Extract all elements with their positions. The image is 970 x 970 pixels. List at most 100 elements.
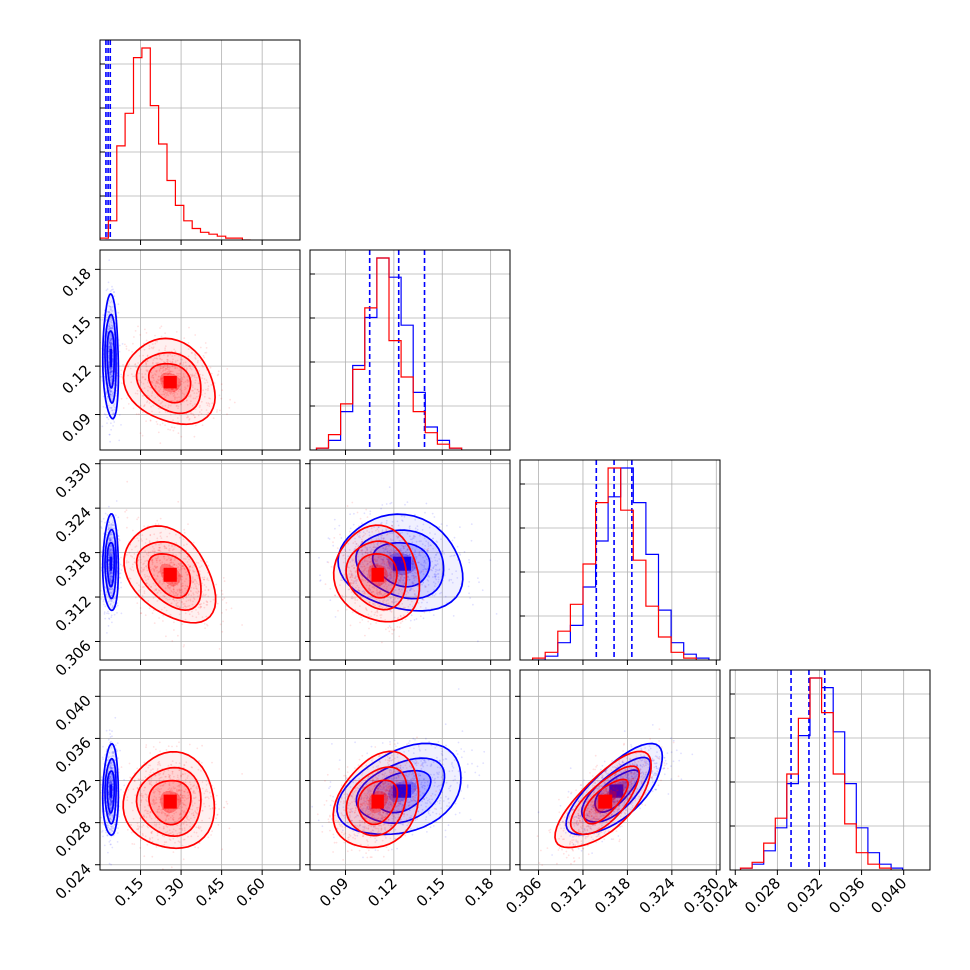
scatter-point: [176, 385, 179, 387]
scatter-point: [125, 397, 128, 400]
scatter-point: [182, 597, 185, 600]
scatter-point: [141, 375, 144, 378]
contour-line: [147, 553, 192, 599]
scatter-point: [142, 569, 145, 572]
scatter-point: [110, 594, 112, 597]
scatter-point: [112, 349, 115, 351]
scatter-point: [206, 577, 209, 580]
scatter-point: [156, 569, 158, 572]
scatter-point: [110, 523, 113, 525]
scatter-point: [112, 521, 114, 524]
scatter-point: [194, 353, 196, 356]
scatter-point: [169, 559, 172, 562]
scatter-point: [381, 504, 384, 506]
y-tick-label: 0.12: [58, 361, 94, 397]
contour-line: [106, 330, 116, 389]
scatter-point: [440, 523, 443, 525]
scatter-point: [204, 382, 207, 384]
scatter-point: [383, 550, 385, 552]
scatter-point: [111, 327, 114, 330]
scatter-point: [385, 522, 388, 524]
scatter-point: [183, 580, 186, 583]
scatter-point: [172, 373, 175, 376]
scatter-point: [111, 326, 114, 328]
scatter-point: [105, 831, 107, 834]
scatter-point: [363, 512, 366, 515]
scatter-point: [433, 516, 436, 518]
scatter-point: [370, 548, 373, 551]
scatter-point: [167, 586, 170, 589]
scatter-point: [187, 348, 190, 350]
scatter-point: [168, 532, 171, 535]
scatter-point: [136, 389, 139, 392]
scatter-point: [112, 291, 115, 294]
scatter-point: [187, 599, 190, 602]
scatter-point: [209, 366, 212, 369]
scatter-point: [160, 575, 163, 578]
scatter-point: [188, 365, 190, 368]
scatter-point: [111, 533, 113, 536]
scatter-point: [162, 390, 165, 392]
scatter-point: [469, 597, 471, 599]
scatter-point: [110, 581, 112, 584]
scatter-point: [177, 388, 179, 390]
panel-content: [100, 40, 251, 240]
scatter-point: [160, 372, 163, 374]
scatter-point: [111, 621, 113, 624]
scatter-point: [178, 381, 181, 384]
scatter-point: [380, 536, 383, 539]
scatter-point: [158, 617, 161, 619]
scatter-point: [198, 406, 201, 409]
scatter-point: [110, 338, 113, 340]
scatter-point: [135, 545, 138, 547]
scatter-point: [110, 345, 113, 347]
scatter-point: [146, 355, 149, 358]
scatter-point: [109, 367, 111, 369]
scatter-point: [150, 586, 152, 588]
scatter-point: [161, 358, 163, 361]
scatter-point: [155, 566, 158, 569]
scatter-point: [330, 565, 333, 568]
scatter-point: [425, 585, 427, 588]
scatter-point: [148, 396, 151, 399]
scatter-point: [110, 534, 113, 536]
scatter-point: [105, 413, 107, 416]
scatter-point: [156, 575, 159, 578]
scatter-point: [109, 305, 112, 308]
scatter-point: [168, 550, 171, 552]
y-tick-label: 0.330: [52, 459, 95, 502]
scatter-point: [180, 578, 183, 581]
scatter-point: [117, 303, 120, 306]
scatter-point: [100, 527, 103, 530]
scatter-point: [110, 339, 113, 341]
scatter-point: [166, 391, 169, 394]
scatter-point: [204, 352, 207, 354]
scatter-point: [166, 535, 169, 538]
scatter-point: [421, 551, 423, 554]
scatter-point: [412, 577, 415, 580]
scatter-point: [197, 562, 200, 564]
scatter-point: [172, 585, 175, 588]
scatter-point: [111, 555, 114, 558]
scatter-point: [389, 562, 392, 564]
scatter-point: [108, 324, 111, 327]
scatter-point: [162, 366, 165, 369]
scatter-point: [184, 584, 187, 587]
scatter-point: [162, 620, 164, 622]
scatter-point: [178, 606, 181, 609]
scatter-point: [154, 565, 157, 568]
panel-0-0: [99, 39, 301, 245]
scatter-point: [109, 305, 112, 308]
scatter-point: [329, 599, 332, 602]
y-tick-label: 0.324: [52, 503, 95, 546]
scatter-point: [109, 371, 111, 374]
scatter-point: [177, 568, 180, 571]
scatter-point: [203, 606, 206, 609]
scatter-point: [181, 575, 183, 578]
scatter-point: [109, 345, 112, 348]
scatter-point: [165, 559, 168, 562]
scatter-point: [109, 572, 112, 574]
scatter-point: [108, 323, 111, 326]
scatter-point: [199, 411, 201, 413]
scatter-point: [110, 539, 113, 542]
